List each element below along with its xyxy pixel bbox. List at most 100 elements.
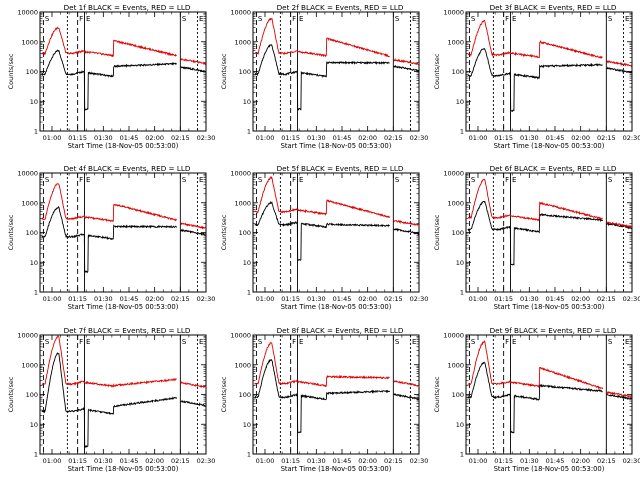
x-axis-label: Start Time (18-Nov-05 00:53:00) xyxy=(494,303,605,311)
marker-label: E xyxy=(86,338,90,346)
marker-label: S xyxy=(45,15,50,23)
panel-title: Det 1f BLACK = Events, RED = LLD xyxy=(64,3,191,12)
marker-label: S xyxy=(608,338,613,346)
plot-frame xyxy=(465,172,633,293)
y-tick-label: 1000 xyxy=(234,361,251,369)
series-line-events xyxy=(467,47,603,113)
y-tick-label: 10 xyxy=(30,421,38,429)
series-line-events xyxy=(467,361,603,434)
marker-label: S xyxy=(471,338,476,346)
marker-label: F xyxy=(505,176,509,184)
x-tick-label: 02:15 xyxy=(384,295,403,303)
x-tick-label: 01:30 xyxy=(307,295,326,303)
series-line-events xyxy=(254,359,391,434)
marker-label: E xyxy=(199,338,203,346)
x-axis-label: Start Time (18-Nov-05 00:53:00) xyxy=(68,303,179,311)
x-tick-label: 02:00 xyxy=(145,134,164,142)
series-line-events xyxy=(41,49,177,112)
y-tick-label: 10 xyxy=(456,259,464,267)
marker-label: S xyxy=(471,176,476,184)
y-tick-label: 1 xyxy=(247,128,251,136)
marker-label: E xyxy=(412,338,416,346)
x-tick-label: 02:00 xyxy=(358,134,377,142)
y-tick-label: 1 xyxy=(460,289,464,297)
x-tick-label: 02:30 xyxy=(410,134,429,142)
marker-label: E xyxy=(412,176,416,184)
y-tick-label: 10000 xyxy=(230,9,251,17)
panel-1: Det 1f BLACK = Events, RED = LLD 1 10 100 10… xyxy=(7,3,215,150)
marker-label: S xyxy=(395,338,400,346)
x-axis-label: Start Time (18-Nov-05 00:53:00) xyxy=(281,303,392,311)
y-tick-label: 100 xyxy=(239,391,251,399)
x-tick-label: 01:30 xyxy=(94,134,113,142)
x-tick-label: 02:15 xyxy=(597,295,616,303)
series-line-events xyxy=(606,393,633,401)
marker-label: F xyxy=(79,338,83,346)
y-tick-label: 10000 xyxy=(230,332,251,340)
x-tick-label: 02:00 xyxy=(145,457,164,465)
x-tick-label: 01:45 xyxy=(333,134,352,142)
x-tick-label: 01:00 xyxy=(256,295,275,303)
y-tick-label: 100 xyxy=(26,229,38,237)
marker-label: S xyxy=(395,176,400,184)
x-tick-label: 01:00 xyxy=(256,457,275,465)
marker-label: S xyxy=(258,176,263,184)
x-tick-label: 01:15 xyxy=(494,295,513,303)
panel-9: Det 9f BLACK = Events, RED = LLD 1 10 100 10… xyxy=(433,326,640,473)
series-line-lld xyxy=(254,176,390,219)
panel-title: Det 2f BLACK = Events, RED = LLD xyxy=(277,3,404,12)
series-line-events xyxy=(393,227,420,236)
y-tick-label: 100 xyxy=(239,229,251,237)
x-tick-label: 02:15 xyxy=(171,295,190,303)
series-line-lld xyxy=(41,335,177,388)
x-tick-label: 02:30 xyxy=(623,457,640,465)
marker-label: E xyxy=(512,338,516,346)
x-tick-label: 01:45 xyxy=(333,457,352,465)
x-tick-label: 01:45 xyxy=(333,295,352,303)
y-tick-label: 10 xyxy=(456,98,464,106)
marker-label: S xyxy=(608,15,613,23)
panel-title: Det 3f BLACK = Events, RED = LLD xyxy=(490,3,617,12)
marker-label: S xyxy=(45,176,50,184)
y-tick-label: 1 xyxy=(34,289,38,297)
x-tick-label: 01:45 xyxy=(546,457,565,465)
y-axis-label: Counts/sec xyxy=(433,214,441,250)
y-tick-label: 10000 xyxy=(443,332,464,340)
x-tick-label: 02:30 xyxy=(410,457,429,465)
x-tick-label: 01:15 xyxy=(68,457,87,465)
y-tick-label: 1000 xyxy=(21,38,38,46)
x-axis-label: Start Time (18-Nov-05 00:53:00) xyxy=(68,142,179,150)
series-line-lld xyxy=(606,60,633,68)
x-tick-label: 02:00 xyxy=(358,295,377,303)
series-line-lld xyxy=(180,222,206,230)
marker-label: F xyxy=(292,176,296,184)
marker-label: E xyxy=(625,15,629,23)
marker-label: F xyxy=(505,338,509,346)
x-tick-label: 01:00 xyxy=(43,295,62,303)
plot-frame xyxy=(39,334,207,455)
marker-label: F xyxy=(505,15,509,23)
y-tick-label: 1000 xyxy=(447,361,464,369)
marker-label: E xyxy=(86,15,90,23)
x-tick-label: 01:30 xyxy=(94,457,113,465)
marker-label: S xyxy=(471,15,476,23)
y-tick-label: 1 xyxy=(247,289,251,297)
series-line-lld xyxy=(41,26,177,58)
marker-label: F xyxy=(292,15,296,23)
series-line-lld xyxy=(467,178,603,222)
y-tick-label: 1000 xyxy=(447,38,464,46)
series-line-lld xyxy=(180,58,207,66)
series-line-events xyxy=(180,399,207,407)
x-tick-label: 01:15 xyxy=(281,457,300,465)
x-tick-label: 02:15 xyxy=(384,134,403,142)
series-line-lld xyxy=(393,219,420,227)
y-tick-label: 1000 xyxy=(21,199,38,207)
panel-8: Det 8f BLACK = Events, RED = LLD 1 10 100 10… xyxy=(220,326,428,473)
y-tick-label: 10000 xyxy=(443,9,464,17)
y-tick-label: 1000 xyxy=(447,199,464,207)
x-tick-label: 01:30 xyxy=(520,134,539,142)
y-tick-label: 10000 xyxy=(230,170,251,178)
series-line-events xyxy=(467,200,604,266)
y-tick-label: 10 xyxy=(30,259,38,267)
